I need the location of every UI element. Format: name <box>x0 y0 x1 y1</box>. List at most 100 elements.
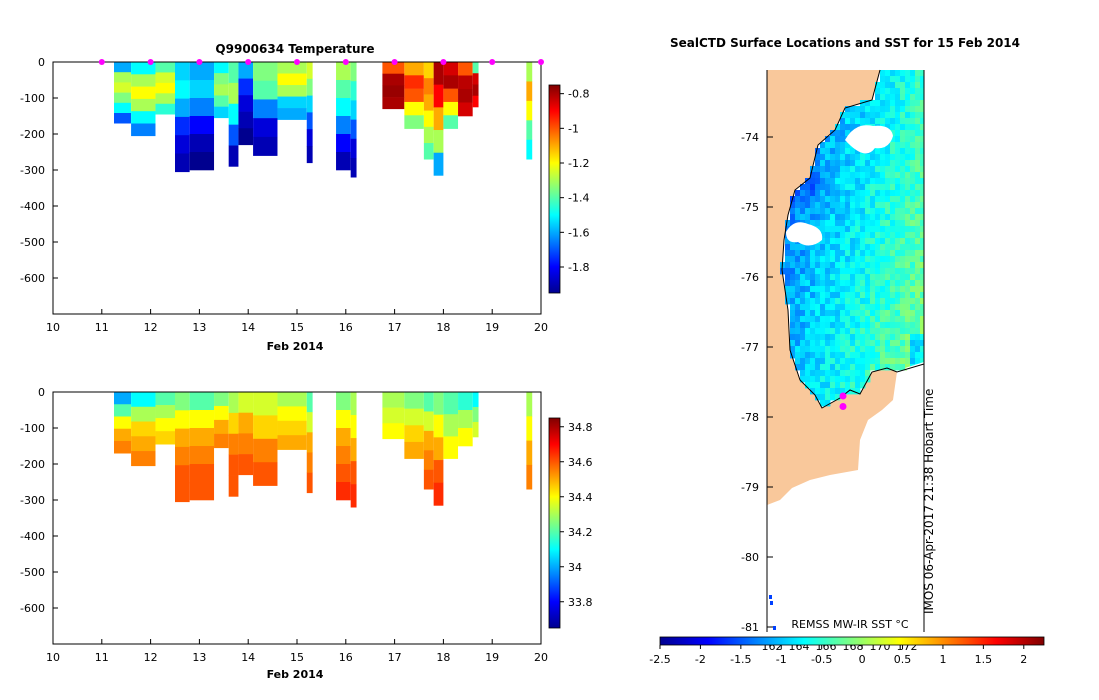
sst-cell <box>825 178 831 185</box>
sst-cell <box>865 106 871 113</box>
sst-cell <box>915 250 921 257</box>
section-cell <box>350 415 357 439</box>
sst-cell <box>900 262 906 269</box>
section-cell <box>214 62 229 74</box>
sst-cell <box>800 208 806 215</box>
sst-cell <box>850 208 856 215</box>
sst-cell <box>860 154 866 161</box>
section-cell <box>175 62 190 81</box>
section-cell <box>253 99 278 119</box>
temperature-section <box>114 62 533 178</box>
sst-cell <box>915 106 921 113</box>
sst-cell <box>830 166 836 173</box>
section-cell <box>238 111 254 129</box>
sst-cell <box>815 286 821 293</box>
sst-cell <box>860 214 866 221</box>
section-cell <box>214 84 229 96</box>
sst-cell <box>835 220 841 227</box>
sst-cell <box>875 100 881 107</box>
section-cell <box>350 484 357 508</box>
latitude-axis: -74 -75 -76 -77 -78 -79 -80 -81 <box>741 131 773 634</box>
sst-cell <box>875 88 881 95</box>
sst-cell <box>805 382 811 389</box>
sst-cell <box>820 190 826 197</box>
surface-location-marker <box>839 392 847 400</box>
sst-cell <box>805 310 811 317</box>
sst-cell <box>815 352 821 359</box>
sst-cell <box>905 316 911 323</box>
sst-cell <box>800 184 806 191</box>
sst-cell <box>890 148 896 155</box>
sst-cell <box>910 298 916 305</box>
sst-cell <box>890 70 896 77</box>
section-cell <box>189 152 215 171</box>
sst-cell <box>840 298 846 305</box>
sst-cell <box>815 370 821 377</box>
sst-cell <box>845 160 851 167</box>
sst-cell <box>865 328 871 335</box>
sst-cell <box>905 178 911 185</box>
temperature-panel: Q9900634 Temperature 0 -100 -200 -300 -400 -5… <box>20 42 589 353</box>
sst-cell <box>880 202 886 209</box>
sst-cell <box>915 220 921 227</box>
sst-cell <box>825 274 831 281</box>
sst-cell <box>855 178 861 185</box>
sst-cell <box>895 340 901 347</box>
sst-cell <box>830 340 836 347</box>
section-cell <box>155 418 175 432</box>
sst-cell <box>905 280 911 287</box>
sst-cell <box>835 142 841 149</box>
sst-cell <box>890 340 896 347</box>
sst-cell <box>820 334 826 341</box>
section-cell <box>214 106 229 119</box>
sst-colorbar-tick-label: 0 <box>859 653 866 666</box>
sst-cell <box>895 202 901 209</box>
sst-cell <box>835 184 841 191</box>
sst-cell <box>915 94 921 101</box>
sst-cell <box>905 310 911 317</box>
sst-cell <box>795 358 801 365</box>
sst-cell <box>885 286 891 293</box>
sst-cell <box>845 208 851 215</box>
sst-cell <box>900 94 906 101</box>
sst-cell <box>840 136 846 143</box>
sst-cell <box>855 208 861 215</box>
sst-cell <box>805 334 811 341</box>
section-cell <box>423 411 434 432</box>
sst-cell <box>840 334 846 341</box>
section-cell <box>114 404 132 417</box>
sst-cell <box>820 286 826 293</box>
section-cell <box>155 405 175 419</box>
sst-cell <box>880 250 886 257</box>
sst-cell <box>905 334 911 341</box>
section-cell <box>526 416 533 441</box>
sst-cell <box>870 232 876 239</box>
colorbar-tick-label: 33.8 <box>568 596 593 609</box>
sst-cell <box>835 358 841 365</box>
sst-cell <box>910 94 916 101</box>
sst-cell <box>920 154 924 161</box>
sst-cell <box>825 196 831 203</box>
sst-cell <box>800 256 806 263</box>
sst-cell <box>785 244 791 251</box>
sst-cell <box>845 142 851 149</box>
sst-cell <box>910 304 916 311</box>
sst-cell <box>835 322 841 329</box>
sst-cell <box>885 280 891 287</box>
sst-cell <box>905 190 911 197</box>
sst-cell <box>910 262 916 269</box>
temperature-colorbar <box>548 84 561 294</box>
sst-cell <box>855 232 861 239</box>
sst-cell <box>835 202 841 209</box>
section-cell <box>472 73 479 85</box>
sst-cell <box>905 292 911 299</box>
sst-cell <box>785 280 791 287</box>
sst-cell <box>835 160 841 167</box>
sst-cell <box>795 322 801 329</box>
sst-cell <box>830 130 836 137</box>
section-cell <box>404 425 424 443</box>
sst-cell <box>820 172 826 179</box>
missing-data-patch <box>905 362 924 378</box>
section-cell <box>443 392 459 415</box>
